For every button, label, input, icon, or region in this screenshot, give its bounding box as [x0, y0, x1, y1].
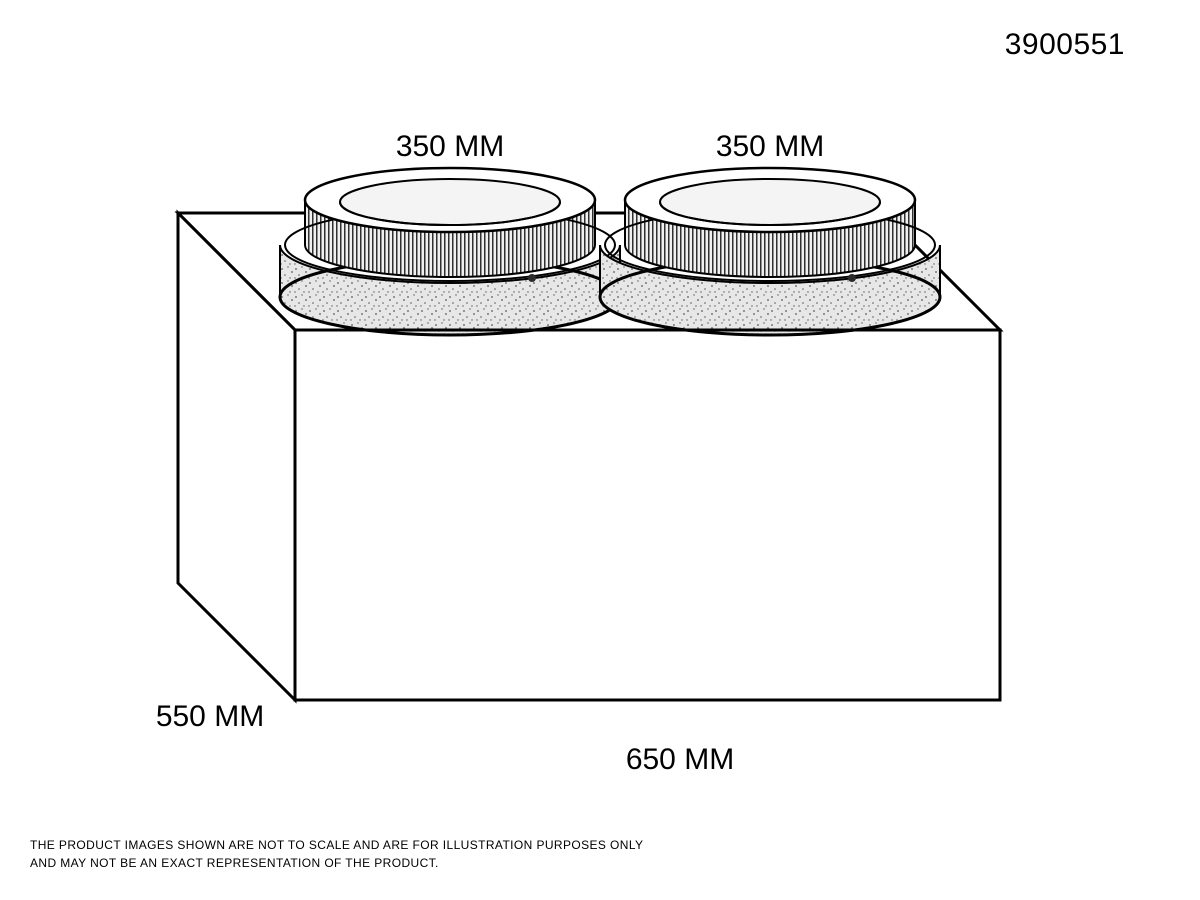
product-diagram [0, 0, 1200, 900]
collar-right-icon [600, 168, 940, 335]
collar-left-icon [280, 168, 620, 335]
